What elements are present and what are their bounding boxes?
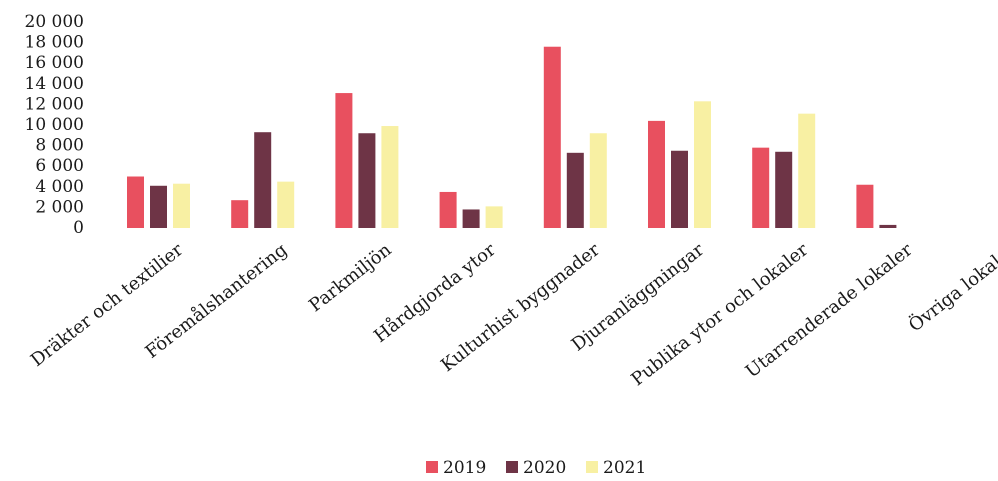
x-category-label: Parkmiljön (305, 239, 396, 316)
bar-2019-3 (439, 191, 457, 228)
bar-2021-3 (485, 206, 503, 228)
bar-2019-5 (648, 120, 665, 228)
y-tick-label: 10 000 (25, 115, 84, 135)
bar-2019-6 (752, 147, 770, 228)
y-tick-label: 18 000 (25, 33, 84, 53)
bar-2021-5 (694, 101, 711, 228)
y-tick-label: 0 (73, 218, 84, 238)
bar-2020-6 (775, 151, 793, 228)
legend-swatch-2019 (426, 461, 438, 473)
bar-2020-4 (566, 152, 584, 228)
y-tick-label: 16 000 (25, 53, 84, 73)
bar-2020-2 (358, 133, 376, 228)
legend-swatch-2020 (506, 461, 518, 473)
bar-2020-3 (462, 209, 480, 228)
x-category-label: Övriga lokaler (904, 238, 998, 337)
legend: 2019 2020 2021 (426, 458, 646, 478)
bar-2021-0 (173, 183, 190, 228)
y-tick-label: 8 000 (35, 136, 84, 156)
bar-2019-0 (127, 176, 144, 228)
bars-group (127, 46, 897, 228)
y-tick-label: 6 000 (35, 156, 84, 176)
y-tick-label: 4 000 (35, 177, 84, 197)
y-tick-label: 2 000 (35, 197, 84, 217)
legend-swatch-2021 (586, 461, 598, 473)
x-category-label: Utarrenderade lokaler (742, 239, 917, 382)
bar-2020-7 (879, 224, 897, 228)
bar-2019-2 (335, 93, 353, 228)
bar-2020-1 (254, 132, 272, 228)
bar-2021-2 (381, 126, 399, 228)
legend-label: 2021 (603, 458, 646, 478)
bar-2020-5 (671, 150, 688, 228)
y-tick-label: 12 000 (25, 94, 84, 114)
legend-label: 2019 (443, 458, 486, 478)
bar-2019-7 (856, 184, 874, 228)
x-category-label: Publika ytor och lokaler (627, 239, 812, 390)
bar-2021-1 (277, 181, 295, 228)
y-tick-label: 20 000 (25, 12, 84, 32)
bar-2019-4 (543, 46, 561, 228)
y-tick-label: 14 000 (25, 74, 84, 94)
bar-2021-4 (589, 133, 607, 228)
bar-2021-6 (798, 113, 816, 228)
bar-2020-0 (150, 185, 167, 228)
legend-label: 2020 (523, 458, 566, 478)
bar-2019-1 (231, 200, 249, 228)
